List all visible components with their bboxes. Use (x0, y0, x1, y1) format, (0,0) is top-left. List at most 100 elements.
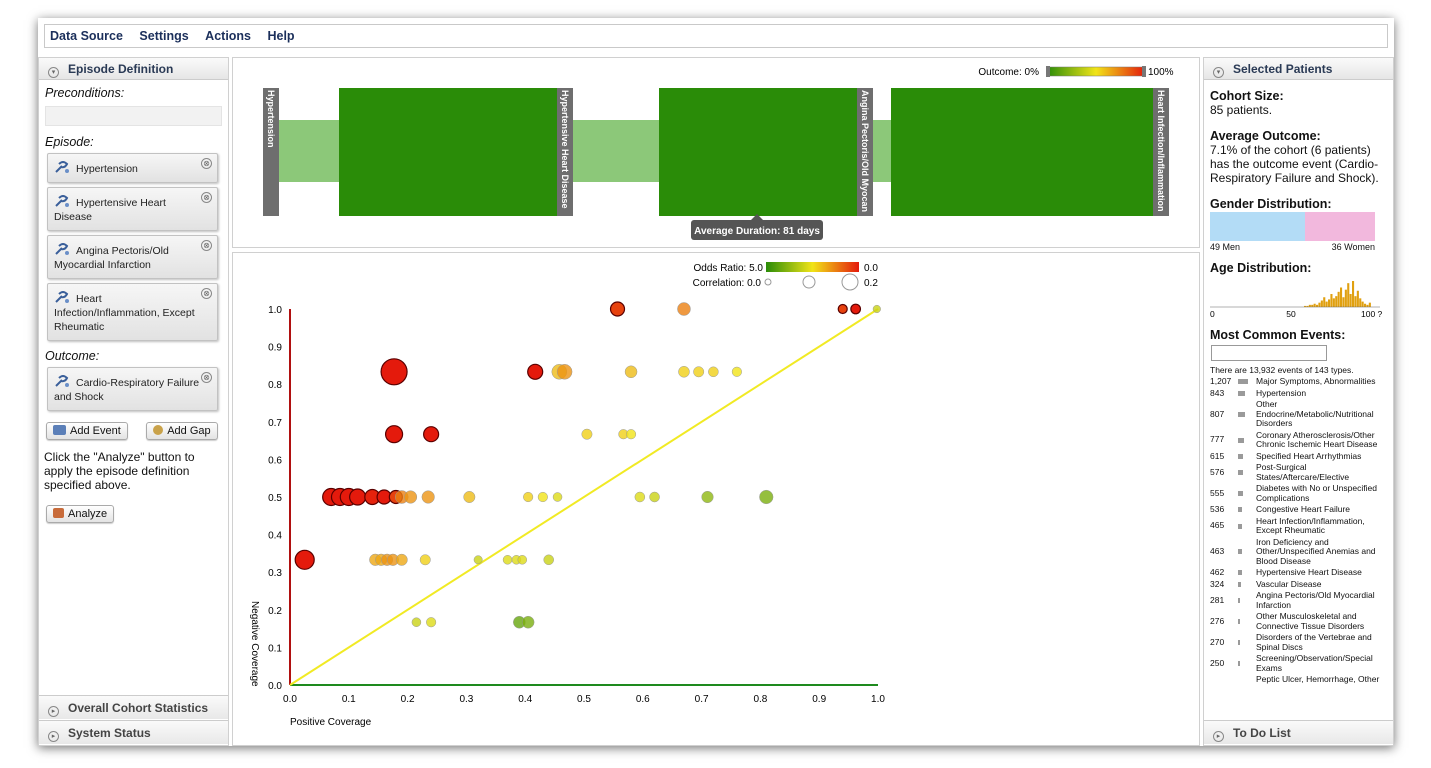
to-do-list-header[interactable]: ▸ To Do List (1204, 720, 1393, 744)
remove-icon[interactable]: ⊗ (201, 192, 212, 203)
scatter-point[interactable] (419, 554, 431, 566)
scatter-point[interactable] (426, 617, 437, 628)
scatter-point[interactable] (581, 428, 593, 440)
common-event-row[interactable]: 615 Specified Heart Arrhythmias (1210, 451, 1389, 462)
collapse-icon[interactable]: ▾ (48, 67, 59, 78)
episode-event-card[interactable]: Heart Infection/Inflammation, Except Rhe… (47, 283, 218, 341)
scatter-point[interactable] (872, 304, 881, 314)
application-window: Data Source Settings Actions Help ▾ Episo… (38, 18, 1394, 746)
common-event-row[interactable]: 463 Iron Deficiency and Other/Unspecified… (1210, 537, 1389, 567)
expand-icon[interactable]: ▸ (48, 706, 59, 717)
menu-actions[interactable]: Actions (205, 29, 252, 43)
scatter-point[interactable] (463, 491, 476, 503)
menu-settings[interactable]: Settings (139, 29, 189, 43)
system-status-header[interactable]: ▸ System Status (39, 720, 228, 744)
outcome-event-card[interactable]: Cardio-Respiratory Failure and Shock ⊗ (47, 367, 218, 411)
add-gap-button[interactable]: Add Gap (146, 422, 218, 440)
episode-event-card[interactable]: Hypertensive Heart Disease ⊗ (47, 187, 218, 231)
scatter-point[interactable] (556, 364, 573, 380)
event-filter-input[interactable] (1211, 345, 1327, 361)
scatter-point[interactable] (731, 366, 742, 377)
common-event-row[interactable]: 250 Screening/Observation/Special Exams (1210, 653, 1389, 673)
analyze-button[interactable]: Analyze (46, 505, 115, 523)
scatter-point[interactable] (384, 425, 404, 444)
scatter-point[interactable] (502, 555, 513, 565)
scatter-point[interactable] (624, 365, 638, 379)
scatter-point[interactable] (625, 429, 637, 440)
common-event-row[interactable]: 576 Post-Surgical States/Aftercare/Electi… (1210, 462, 1389, 482)
scatter-point[interactable] (423, 426, 440, 443)
common-event-row[interactable]: 807 Other Endocrine/Metabolic/Nutritional… (1210, 399, 1389, 429)
y-tick-label: 1.0 (268, 305, 282, 316)
gender-men-label: 49 Men (1210, 242, 1241, 252)
scatter-point[interactable] (380, 358, 408, 386)
selected-patients-header[interactable]: ▾ Selected Patients (1204, 58, 1393, 80)
flow-node-bar[interactable] (891, 88, 1153, 216)
common-event-row[interactable]: 281 Angina Pectoris/Old Myocardial Infarc… (1210, 590, 1389, 610)
scatter-point[interactable] (421, 490, 435, 504)
remove-icon[interactable]: ⊗ (201, 240, 212, 251)
event-count: 465 (1210, 520, 1225, 531)
scatter-point[interactable] (634, 491, 646, 503)
episode-event-label: Angina Pectoris/Old Myocardial Infarctio… (54, 245, 169, 271)
remove-icon[interactable]: ⊗ (201, 158, 212, 169)
scatter-point[interactable] (543, 554, 554, 566)
scatter-point[interactable] (294, 549, 315, 570)
scatter-point[interactable] (517, 555, 528, 565)
expand-icon[interactable]: ▸ (48, 731, 59, 742)
common-event-row[interactable]: 1,207 Major Symptoms, Abnormalities (1210, 376, 1389, 387)
menu-help[interactable]: Help (267, 29, 295, 43)
scatter-point[interactable] (678, 366, 690, 378)
episode-definition-header[interactable]: ▾ Episode Definition (39, 58, 228, 80)
add-event-button[interactable]: Add Event (46, 422, 128, 440)
common-event-row[interactable]: 555 Diabetes with No or Unspecified Compl… (1210, 483, 1389, 503)
scatter-point[interactable] (708, 366, 719, 378)
remove-icon[interactable]: ⊗ (201, 372, 212, 383)
common-event-row[interactable]: 462 Hypertensive Heart Disease (1210, 567, 1389, 578)
scatter-point[interactable] (850, 303, 862, 315)
scatter-point[interactable] (349, 488, 367, 506)
scatter-point[interactable] (395, 553, 408, 566)
scatter-point[interactable] (677, 302, 691, 316)
common-event-row[interactable]: 270 Disorders of the Vertebrae and Spinal… (1210, 632, 1389, 652)
scatter-point[interactable] (521, 615, 535, 629)
common-event-row[interactable]: 276 Other Musculoskeletal and Connective … (1210, 611, 1389, 631)
overall-cohort-statistics-header[interactable]: ▸ Overall Cohort Statistics (39, 695, 228, 719)
episode-event-card[interactable]: Angina Pectoris/Old Myocardial Infarctio… (47, 235, 218, 279)
common-event-row[interactable]: 843 Hypertension (1210, 388, 1389, 399)
scatter-point[interactable] (552, 492, 563, 502)
event-name: Post-Surgical States/Aftercare/Elective (1256, 462, 1350, 482)
scatter-point[interactable] (701, 490, 714, 504)
outcome-range-handle-max[interactable] (1142, 66, 1146, 77)
common-event-row[interactable]: 465 Heart Infection/Inflammation, Except … (1210, 516, 1389, 536)
event-frequency-bar (1238, 619, 1248, 624)
remove-icon[interactable]: ⊗ (201, 288, 212, 299)
episode-event-card[interactable]: Hypertension ⊗ (47, 153, 218, 183)
scatter-point[interactable] (523, 491, 534, 503)
common-event-row[interactable]: 324 Vascular Disease (1210, 579, 1389, 590)
scatter-point[interactable] (693, 366, 705, 378)
flow-node-bar[interactable] (339, 88, 557, 216)
scatter-point[interactable] (837, 303, 848, 315)
common-event-row[interactable]: 536 Congestive Heart Failure (1210, 504, 1389, 515)
scatter-point[interactable] (473, 555, 483, 565)
scatter-point[interactable] (411, 617, 422, 627)
scatter-point[interactable] (527, 363, 544, 380)
collapse-icon[interactable]: ▾ (1213, 67, 1224, 78)
scatter-point[interactable] (537, 491, 548, 503)
menu-data-source[interactable]: Data Source (50, 29, 123, 43)
scatter-point[interactable] (403, 490, 418, 504)
expand-icon[interactable]: ▸ (1213, 731, 1224, 742)
common-event-row[interactable]: 777 Coronary Atherosclerosis/Other Chroni… (1210, 430, 1389, 450)
flow-node-label-bar[interactable] (557, 88, 573, 216)
preconditions-dropzone[interactable] (45, 106, 222, 126)
scatter-point[interactable] (609, 301, 626, 317)
flow-node-label-bar[interactable] (1153, 88, 1169, 216)
scatter-point[interactable] (649, 491, 660, 503)
scatter-point[interactable] (759, 489, 774, 505)
outcome-range-handle-min[interactable] (1046, 66, 1050, 77)
flow-node-label-bar[interactable] (263, 88, 279, 216)
flow-node-bar[interactable] (659, 88, 857, 216)
common-event-row[interactable]: Peptic Ulcer, Hemorrhage, Other (1210, 674, 1389, 685)
flow-node-label-bar[interactable] (857, 88, 873, 216)
